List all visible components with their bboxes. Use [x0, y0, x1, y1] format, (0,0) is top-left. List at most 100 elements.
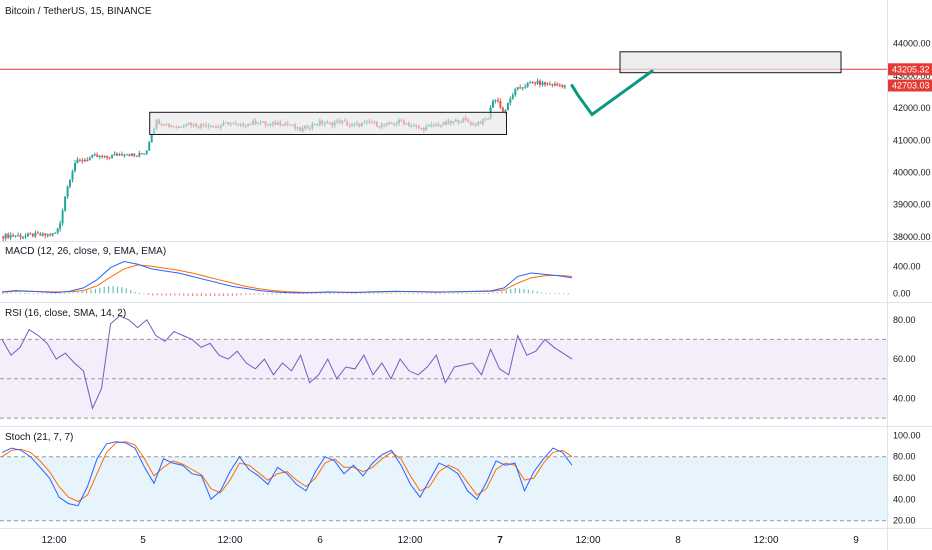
- macd-histogram-bar: [488, 292, 490, 294]
- macd-title: MACD (12, 26, close, 9, EMA, EMA): [5, 246, 167, 257]
- price-scale-label: 42000.00: [893, 103, 931, 113]
- candle: [509, 98, 512, 103]
- macd-histogram-bar: [63, 293, 66, 294]
- price-scale[interactable]: 44000.00 43000.00 42000.00 41000.00 40000.00…: [888, 39, 932, 526]
- candle: [71, 171, 74, 180]
- macd-histogram-bar: [404, 293, 406, 295]
- macd-histogram-bar: [496, 292, 499, 294]
- macd-histogram-bar: [359, 293, 362, 294]
- candle: [143, 153, 146, 155]
- macd-histogram-bar: [50, 293, 52, 295]
- candle: [546, 83, 549, 85]
- macd-histogram-bar: [284, 293, 286, 295]
- candle: [551, 84, 554, 86]
- candle: [534, 82, 537, 84]
- macd-histogram-bar: [457, 293, 459, 294]
- macd-histogram-bar: [10, 292, 12, 294]
- candle: [12, 235, 15, 237]
- candle: [111, 155, 114, 158]
- rsi-pane[interactable]: [0, 315, 887, 419]
- range-box[interactable]: [149, 111, 507, 136]
- symbol-title: Bitcoin / TetherUS, 15, BINANCE: [5, 6, 152, 17]
- candle: [106, 155, 109, 158]
- macd-histogram-bar: [355, 293, 357, 295]
- macd-histogram-bar: [94, 288, 96, 294]
- candle: [140, 153, 143, 155]
- macd-histogram-bar: [15, 292, 17, 294]
- price-scale-label: 44000.00: [893, 39, 931, 49]
- stoch-d-line: [1, 441, 573, 503]
- macd-histogram-bar: [165, 293, 167, 296]
- candle: [74, 163, 76, 172]
- macd-histogram-bar: [426, 293, 428, 295]
- price-scale-label: 41000.00: [893, 135, 931, 145]
- target-box[interactable]: [619, 51, 842, 74]
- macd-histogram-bar: [41, 293, 43, 295]
- macd-histogram-bar: [320, 293, 322, 294]
- macd-histogram-bar: [536, 291, 538, 294]
- macd-histogram-bar: [222, 293, 225, 296]
- macd-histogram-bar: [435, 293, 437, 295]
- candle: [29, 233, 32, 235]
- macd-histogram-bar: [174, 293, 176, 296]
- macd-pane[interactable]: [1, 260, 573, 297]
- stoch-pane[interactable]: [0, 441, 887, 522]
- stoch-scale-label: 60.00: [893, 473, 916, 483]
- time-scale[interactable]: 12:00 5 12:00 6 12:00 7 12:00 8 12:00 9: [41, 535, 859, 546]
- macd-histogram-bar: [390, 293, 392, 294]
- candle: [501, 107, 504, 112]
- macd-histogram-bar: [231, 293, 233, 296]
- macd-histogram-bar: [2, 293, 4, 294]
- candle: [91, 155, 94, 158]
- candle: [511, 95, 514, 99]
- macd-histogram-bar: [324, 293, 326, 294]
- macd-histogram-bar: [161, 293, 163, 296]
- macd-histogram-bar: [187, 293, 189, 296]
- stoch-scale-label: 80.00: [893, 452, 916, 462]
- current-price-label: 42703.03: [892, 81, 930, 91]
- macd-histogram-bar: [183, 293, 185, 296]
- candle: [66, 186, 69, 197]
- candle: [531, 82, 534, 84]
- macd-histogram-bar: [19, 292, 21, 294]
- macd-histogram-bar: [37, 293, 39, 295]
- macd-histogram-bar: [196, 293, 198, 296]
- price-scale-label: 39000.00: [893, 200, 931, 210]
- macd-histogram-bar: [395, 293, 397, 294]
- candle: [7, 234, 10, 238]
- time-axis-label: 12:00: [397, 535, 422, 546]
- candle: [521, 87, 524, 89]
- price-pane[interactable]: [0, 51, 887, 242]
- stoch-k-line: [1, 441, 573, 507]
- candle: [526, 83, 529, 87]
- macd-histogram-bar: [68, 292, 70, 294]
- projection-path[interactable]: [570, 69, 654, 117]
- rsi-title: RSI (16, close, SMA, 14, 2): [5, 308, 127, 319]
- macd-histogram-bar: [205, 293, 207, 296]
- macd-histogram-bar: [169, 293, 172, 296]
- macd-histogram-bar: [461, 293, 463, 294]
- candle: [96, 154, 99, 157]
- macd-histogram-bar: [532, 290, 534, 294]
- candle: [27, 233, 29, 236]
- candle: [108, 157, 111, 159]
- macd-histogram-bar: [147, 293, 149, 295]
- candle: [69, 179, 71, 187]
- macd-histogram-bar: [368, 293, 370, 294]
- macd-histogram-bar: [386, 293, 388, 294]
- candle: [556, 83, 559, 86]
- macd-histogram-bar: [108, 286, 110, 294]
- candle: [88, 157, 91, 161]
- macd-histogram-bar: [86, 290, 88, 294]
- candle: [46, 234, 49, 236]
- macd-histogram-bar: [253, 293, 256, 295]
- candle: [514, 89, 517, 96]
- macd-histogram-bar: [342, 293, 344, 295]
- price-scale-label: 43000.00: [893, 71, 931, 81]
- macd-histogram-bar: [306, 293, 309, 295]
- macd-histogram-bar: [28, 293, 30, 294]
- macd-histogram: [2, 286, 569, 296]
- stoch-scale-label: 100.00: [893, 430, 921, 440]
- macd-histogram-bar: [329, 293, 331, 294]
